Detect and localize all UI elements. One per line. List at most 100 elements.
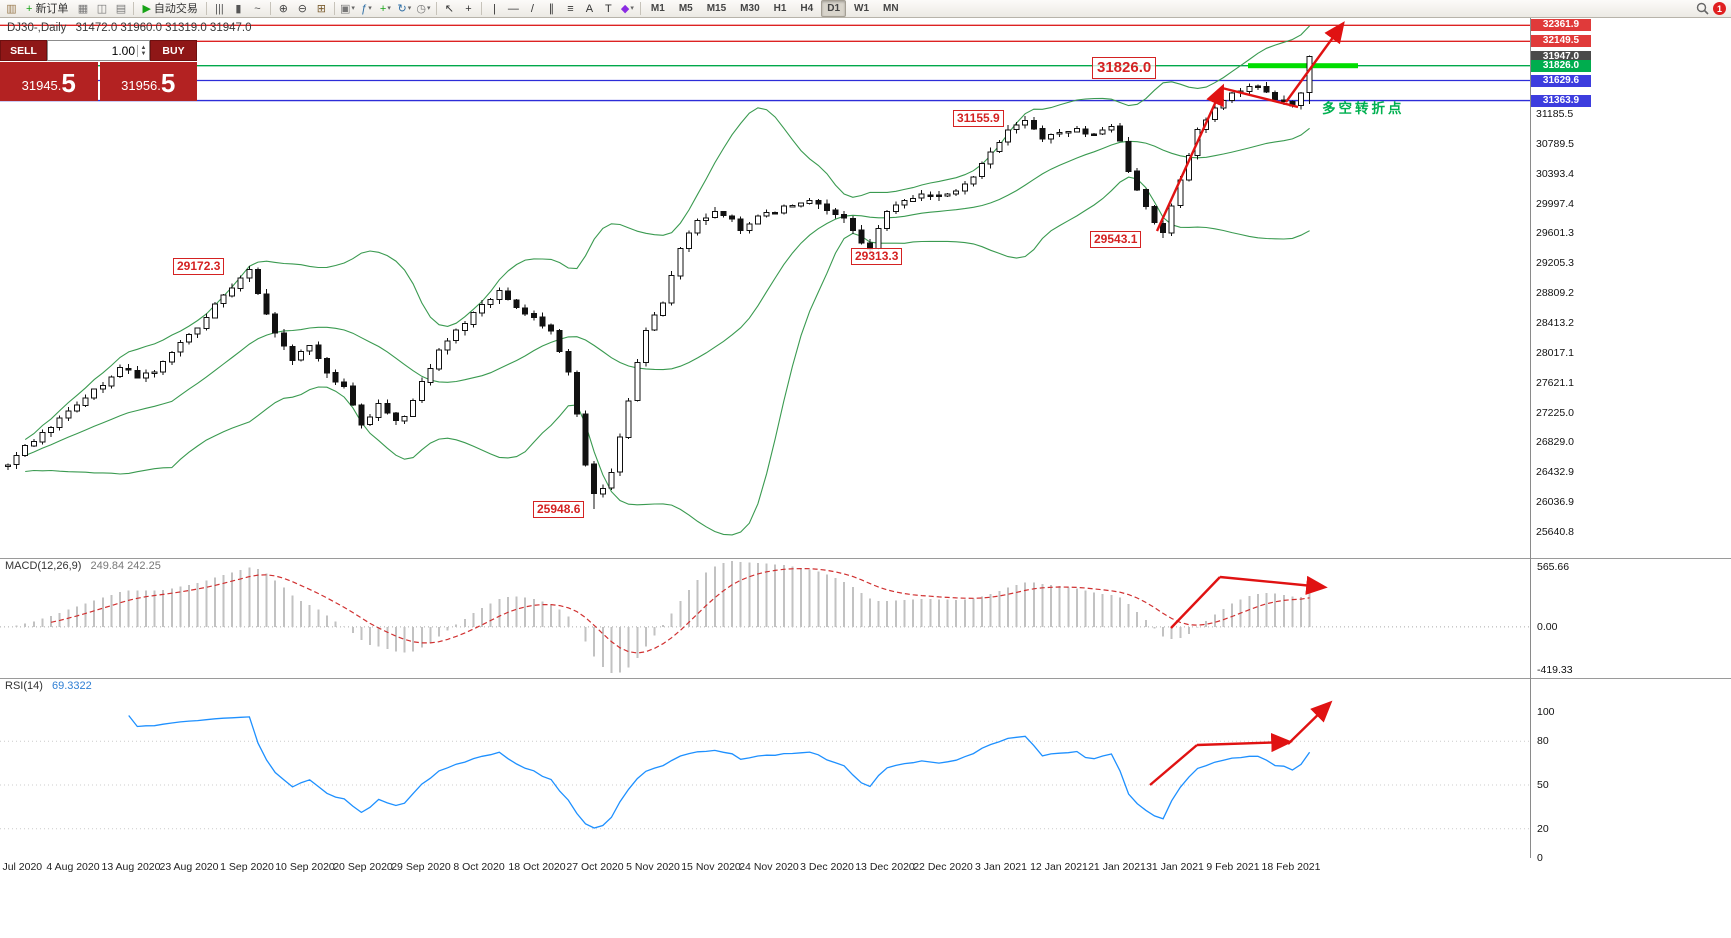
- new-chart-icon[interactable]: ▥: [2, 1, 21, 17]
- date-label: 23 Aug 2020: [159, 861, 219, 873]
- macd-axis-zero: 0.00: [1537, 620, 1558, 633]
- chart-windows-icon: ▦: [77, 2, 89, 15]
- date-label: 18 Oct 2020: [508, 861, 566, 873]
- toolbar-separator: [480, 2, 482, 15]
- timeframe-m1[interactable]: M1: [650, 3, 665, 14]
- price-tick: 30393.4: [1536, 167, 1574, 180]
- line-chart-icon[interactable]: ~: [248, 1, 267, 17]
- toolbar-separator: [269, 2, 271, 15]
- toolbar-separator: [133, 2, 135, 15]
- new-order-icon: +: [26, 2, 33, 15]
- indicators-icon: ƒ: [361, 2, 368, 15]
- vertical-line-icon[interactable]: |: [485, 1, 504, 17]
- date-label: 5 Nov 2020: [626, 861, 680, 873]
- date-label: 27 Oct 2020: [566, 861, 624, 873]
- timeframe-h1[interactable]: H1: [773, 3, 787, 14]
- date-label: 9 Feb 2021: [1206, 861, 1260, 873]
- timeframe-m5[interactable]: M5: [678, 3, 693, 14]
- auto-trading-button[interactable]: ▶ 自动交易: [137, 1, 202, 17]
- toolbar-separator: [333, 2, 335, 15]
- rsi-value: 69.3322: [51, 680, 92, 692]
- buy-price-display[interactable]: 31956. 5: [99, 62, 197, 101]
- templates-icon[interactable]: ◷ ▾: [414, 1, 433, 17]
- chart-header: DJ30-,Daily 31472.0 31960.0 31319.0 3194…: [7, 22, 258, 34]
- crosshair-icon[interactable]: +: [459, 1, 478, 17]
- fibonacci-icon[interactable]: ≡: [561, 1, 580, 17]
- period-icon[interactable]: ↻ ▾: [395, 1, 414, 17]
- timeframe-m15[interactable]: M15: [706, 3, 727, 14]
- channel-icon[interactable]: ∥: [542, 1, 561, 17]
- macd-values: 249.84 242.25: [90, 560, 161, 572]
- trendline-icon: /: [530, 2, 534, 15]
- text-icon[interactable]: A: [580, 1, 599, 17]
- date-label: 20 Sep 2020: [333, 861, 393, 873]
- price-tick: 25640.8: [1536, 526, 1574, 539]
- spinner-up-icon[interactable]: ▲: [140, 44, 147, 51]
- volume-spinner[interactable]: ▲ ▼: [137, 44, 149, 57]
- bar-chart-icon[interactable]: |||: [210, 1, 229, 17]
- timeframe-m30[interactable]: M30: [740, 3, 760, 14]
- data-window-icon: ▤: [115, 2, 127, 15]
- sell-price-display[interactable]: 31945. 5: [0, 62, 98, 101]
- volume-input[interactable]: [48, 43, 137, 58]
- chart-windows-icon[interactable]: ▦: [73, 1, 92, 17]
- macd-name: MACD(12,26,9): [5, 560, 82, 572]
- line-chart-icon: ~: [254, 2, 261, 15]
- arrange-charts-icon[interactable]: ▣ ▾: [338, 1, 357, 17]
- timeframe-w1[interactable]: W1: [854, 3, 870, 14]
- dropdown-caret-icon: ▾: [630, 4, 634, 12]
- macd-axis-min: -419.33: [1537, 664, 1573, 676]
- text-icon: A: [585, 2, 594, 15]
- zoom-in-icon[interactable]: ⊕: [274, 1, 293, 17]
- add-indicator-icon: +: [379, 2, 387, 15]
- timeframe-mn[interactable]: MN: [883, 3, 899, 14]
- spinner-down-icon[interactable]: ▼: [140, 50, 147, 57]
- indicators-icon[interactable]: ƒ ▾: [357, 1, 376, 17]
- horizontal-line-icon[interactable]: —: [504, 1, 523, 17]
- notification-badge[interactable]: 1: [1713, 2, 1726, 15]
- toolbar-right: 1: [1696, 2, 1726, 15]
- trendline-icon[interactable]: /: [523, 1, 542, 17]
- sell-button[interactable]: SELL: [0, 40, 47, 61]
- date-label: 24 Nov 2020: [739, 861, 799, 873]
- add-indicator-icon[interactable]: + ▾: [376, 1, 395, 17]
- price-tick: 28017.1: [1536, 346, 1574, 359]
- date-label: 31 Jan 2021: [1146, 861, 1204, 873]
- profiles-icon[interactable]: ◫: [92, 1, 111, 17]
- candlestick-chart-icon[interactable]: ▮: [229, 1, 248, 17]
- date-label: 1 Sep 2020: [220, 861, 274, 873]
- timeframe-d1[interactable]: D1: [821, 0, 847, 17]
- date-label: 12 Jan 2021: [1030, 861, 1088, 873]
- price-tag: 31826.0: [1531, 59, 1591, 72]
- dropdown-caret-icon: ▾: [407, 4, 412, 12]
- price-tick: 27225.0: [1536, 406, 1574, 419]
- candlestick-chart-icon: ▮: [235, 2, 242, 15]
- date-label: 13 Dec 2020: [855, 861, 915, 873]
- shapes-icon[interactable]: ◆ ▾: [618, 1, 637, 17]
- price-axis[interactable]: 32361.9 32149.5 31947.0 31826.0 31629.6 31363…: [1531, 18, 1731, 858]
- timeframe-h4[interactable]: H4: [800, 3, 814, 14]
- cursor-icon[interactable]: ↖: [440, 1, 459, 17]
- shapes-icon: ◆: [620, 2, 630, 15]
- zoom-out-icon[interactable]: ⊖: [293, 1, 312, 17]
- date-label: 15 Nov 2020: [681, 861, 741, 873]
- volume-box: ▲ ▼: [47, 40, 150, 61]
- date-label: 10 Sep 2020: [275, 861, 335, 873]
- templates-icon: ◷: [416, 2, 426, 15]
- profiles-icon: ◫: [96, 2, 108, 15]
- search-icon[interactable]: [1696, 2, 1709, 15]
- new-order-button[interactable]: + 新订单: [21, 1, 73, 17]
- data-window-icon[interactable]: ▤: [111, 1, 130, 17]
- tile-windows-icon[interactable]: ⊞: [312, 1, 331, 17]
- buy-button[interactable]: BUY: [150, 40, 197, 61]
- label-icon[interactable]: T: [599, 1, 618, 17]
- date-label: 22 Dec 2020: [913, 861, 973, 873]
- price-tag: 31363.9: [1531, 94, 1591, 107]
- price-tick: 31185.5: [1536, 108, 1574, 120]
- macd-axis-max: 565.66: [1537, 561, 1570, 573]
- bar-chart-icon: |||: [215, 2, 224, 15]
- auto-trading-icon: ▶: [142, 2, 151, 15]
